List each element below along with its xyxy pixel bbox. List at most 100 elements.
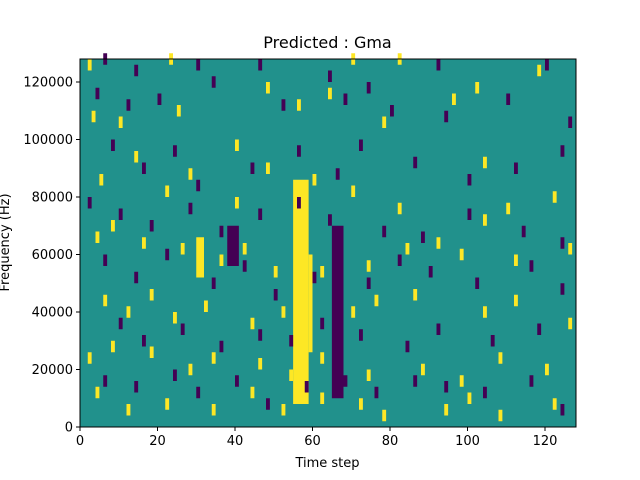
heatmap-cell [498,409,503,422]
heatmap-cell [312,174,317,186]
heatmap-cell [328,214,332,226]
heatmap-cell [568,317,573,330]
heatmap-cell [126,306,131,318]
plot-frame [79,58,577,428]
heatmap-cell [118,116,123,128]
heatmap-cell [188,168,193,180]
heatmap-cell [91,110,96,123]
heatmap-cell [483,386,487,399]
heatmap-cell [134,64,139,77]
heatmap-cell [180,323,185,335]
heatmap-cell [506,202,511,215]
heatmap-cell [266,82,270,94]
heatmap-cell [537,64,542,77]
heatmap-cell [312,271,317,284]
heatmap-cell [514,162,518,174]
heatmap-cell [382,116,387,128]
heatmap-cell [281,99,286,111]
heatmap-cell [366,260,371,272]
heatmap-cell [560,145,565,157]
heatmap-cell [545,363,549,376]
heatmap-cell [366,277,371,289]
heatmap-cell [521,225,526,238]
heatmap-cell [506,93,511,105]
heatmap-cell [250,317,255,330]
heatmap-cell [157,93,162,105]
y-axis-ticks: 0 20000 40000 60000 80000 100000 120000 [23,76,80,436]
heatmap-cell [545,59,549,71]
heatmap-cell [258,59,263,71]
heatmap-cell [258,358,263,370]
heatmap-cell [103,375,108,387]
heatmap-cell [390,105,394,117]
heatmap-cell [281,306,286,318]
heatmap-cell [421,231,425,243]
heatmap-cell [304,381,309,393]
heatmap-cell [560,283,565,295]
heatmap-cell [568,243,573,255]
heatmap-cell [258,208,263,220]
heatmap-cell [428,266,433,278]
heatmap-cell [467,174,472,186]
y-tick-label: 0 [65,421,73,436]
heatmap-cell [134,151,139,163]
heatmap-band [293,179,309,404]
heatmap-cell [366,369,371,381]
x-tick-label: 20 [149,434,166,449]
heatmap-cell [498,352,503,364]
heatmap-cell [211,404,216,416]
heatmap-cell [359,139,363,151]
heatmap-cell [196,179,201,192]
heatmap-cell [328,87,332,100]
heatmap-cell [529,375,534,387]
y-tick-label: 40000 [32,306,73,321]
heatmap-cell [397,254,402,266]
heatmap-cell [514,294,518,307]
heatmap-cell [475,82,480,94]
heatmap-cell [297,99,301,111]
x-tick-label: 100 [455,434,480,449]
heatmap-cell [351,185,356,197]
heatmap-cell [514,254,518,266]
heatmap-cell [529,260,534,272]
y-axis-label: Frequency (Hz) [0,193,13,291]
heatmap-cell [560,237,565,249]
heatmap-band [227,225,239,266]
heatmap-cell [467,392,472,404]
heatmap-cell [289,369,294,381]
heatmap-cell [483,156,487,169]
heatmap-band [331,225,344,399]
heatmap-cell [219,254,224,266]
heatmap-cell [413,156,418,169]
x-axis-ticks: 0 20 40 60 80 100 120 [76,427,558,449]
heatmap-cell [490,335,495,347]
heatmap-cell [405,340,410,353]
plot-area [79,53,577,428]
heatmap-cell [235,375,239,387]
heatmap-cell [242,260,247,272]
heatmap-cell [436,323,441,335]
heatmap-cell [134,381,139,393]
heatmap-cell [483,214,487,226]
heatmap-cell [111,340,115,353]
heatmap-cell [87,352,92,364]
heatmap-cell [444,404,449,416]
heatmap-cell [266,398,270,410]
heatmap-cell [149,220,154,232]
heatmap-band [308,254,313,353]
heatmap-cell [242,243,247,255]
heatmap-cell [95,87,100,100]
heatmap-cell [219,340,224,353]
heatmap-cell [149,289,154,301]
y-tick-label: 100000 [23,133,73,148]
heatmap-cell [142,335,146,347]
heatmap-cell [444,381,449,393]
x-tick-label: 120 [533,434,558,449]
heatmap-cell [149,346,154,358]
heatmap-cell [382,409,387,422]
heatmap-cell [211,277,216,289]
heatmap-cell [421,363,425,376]
heatmap-cell [351,306,356,318]
chart-title: Predicted : Gma [263,33,391,52]
